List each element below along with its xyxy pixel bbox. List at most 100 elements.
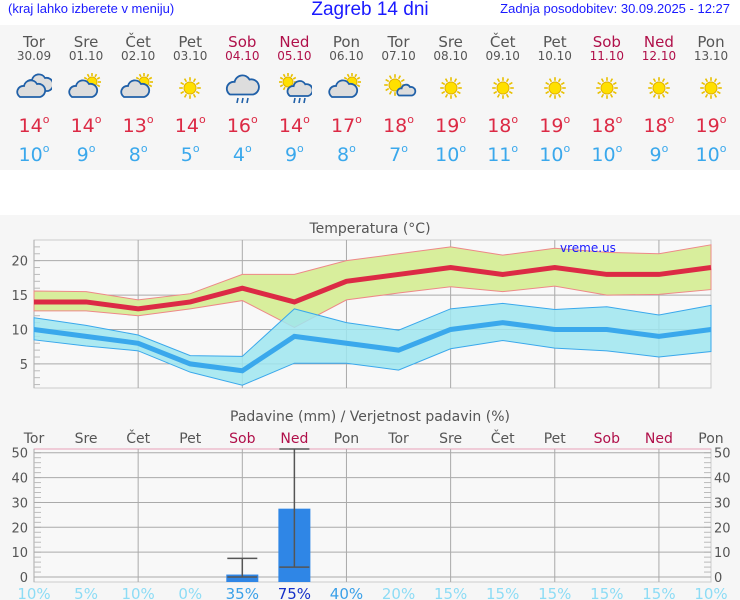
- y-tick-label-right: 20: [714, 521, 731, 536]
- max-temp: 14o: [70, 113, 102, 137]
- partly-cloudy-icon: [68, 71, 104, 105]
- precip-bar: [226, 574, 259, 582]
- chart-title: Temperatura (°C): [308, 221, 430, 237]
- max-temp: 18o: [591, 113, 623, 137]
- sun-icon: [693, 71, 729, 105]
- min-temp: 9o: [649, 142, 669, 166]
- x-day-label: Tor: [387, 431, 409, 447]
- min-temp: 8o: [128, 142, 148, 166]
- day-date: 30.09: [16, 49, 52, 63]
- y-tick-label-right: 30: [714, 496, 731, 511]
- sun-icon: [641, 71, 677, 105]
- min-temp-line: [33, 320, 712, 374]
- day-name: Čet: [489, 33, 516, 51]
- min-temp: 10o: [695, 142, 727, 166]
- y-tick-label-left: 40: [11, 472, 28, 487]
- day-name: Pon: [697, 33, 725, 51]
- max-temp: 17o: [330, 113, 362, 137]
- day-date: 01.10: [68, 49, 104, 63]
- min-temp: 9o: [76, 142, 96, 166]
- y-tick-label: 20: [11, 255, 28, 270]
- sun-icon: [433, 71, 469, 105]
- day-date: 08.10: [433, 49, 468, 63]
- precip-probability: 75%: [278, 585, 311, 600]
- cloudy-icon: [16, 71, 55, 105]
- day-date: 09.10: [485, 49, 520, 63]
- day-name: Sre: [73, 33, 99, 51]
- x-day-label: Čet: [126, 429, 150, 447]
- precip-probability: 5%: [74, 585, 98, 600]
- min-temp: 9o: [284, 142, 304, 166]
- day-name: Ned: [643, 33, 674, 51]
- precip-probability: 35%: [226, 585, 259, 600]
- max-temp: 18o: [487, 113, 519, 137]
- day-date: 13.10: [693, 49, 729, 63]
- x-day-label: Sob: [594, 431, 620, 447]
- y-tick-label-left: 50: [11, 447, 28, 462]
- y-tick-label-right: 50: [714, 447, 731, 462]
- sun-icon: [537, 71, 573, 105]
- precip-probability: 10%: [121, 585, 154, 600]
- day-date: 07.10: [381, 49, 416, 63]
- precip-probability: 40%: [330, 585, 363, 600]
- day-name: Sre: [438, 33, 463, 51]
- day-name: Sob: [228, 33, 257, 51]
- min-temp: 10o: [539, 142, 571, 166]
- day-name: Pet: [178, 33, 203, 51]
- x-day-label: Ned: [645, 431, 673, 447]
- sun-icon: [172, 71, 208, 105]
- day-date: 12.10: [641, 49, 677, 63]
- sun-small-cloud-icon: [381, 71, 417, 105]
- day-date: 11.10: [589, 49, 625, 63]
- y-tick-label-right: 40: [714, 472, 731, 487]
- day-date: 05.10: [277, 49, 312, 63]
- sun-cloud-rain-icon: [276, 71, 314, 105]
- partly-cloudy-icon: [328, 71, 364, 105]
- plot-area: [33, 448, 712, 583]
- header: (kraj lahko izberete v meniju) Zagreb 14…: [0, 0, 740, 24]
- precip-probability: 15%: [434, 585, 467, 600]
- max-temp: 14o: [18, 113, 50, 137]
- day-name: Tor: [23, 33, 45, 51]
- x-day-label: Sre: [75, 431, 98, 447]
- location-hint: (kraj lahko izberete v meniju): [8, 1, 175, 16]
- sun-icon: [589, 71, 625, 105]
- x-day-label: Tor: [23, 431, 45, 447]
- max-temp: 19o: [539, 113, 571, 137]
- day-name: Čet: [125, 33, 151, 51]
- day-name: Pet: [542, 33, 567, 51]
- day-name: Tor: [387, 33, 410, 51]
- y-tick-label: 10: [11, 323, 28, 338]
- page-title: Zagreb 14 dni: [311, 0, 429, 20]
- y-tick-label-left: 20: [11, 521, 28, 536]
- max-temp: 13o: [122, 113, 154, 137]
- precip-probability: 10%: [17, 585, 50, 600]
- temperature-chart: Temperatura (°C) 5 10 15 20 vreme.us: [11, 221, 712, 389]
- max-temp: 19o: [435, 113, 467, 137]
- day-name: Pon: [332, 33, 361, 51]
- day-date: 06.10: [329, 49, 364, 63]
- precipitation-chart: Padavine (mm) / Verjetnost padavin (%) To…: [11, 409, 731, 600]
- min-temp: 4o: [232, 142, 252, 166]
- max-temp: 16o: [226, 113, 258, 137]
- x-day-label: Ned: [280, 431, 308, 447]
- x-day-label: Pet: [179, 431, 202, 447]
- daily-forecast-strip: Tor 30.09 14o 10o Sre 01.10 14o 9o Čet 02.…: [0, 25, 740, 170]
- x-day-label: Sre: [439, 431, 462, 447]
- min-temp: 5o: [180, 142, 200, 166]
- min-temp: 8o: [337, 142, 356, 166]
- max-temp-band: [33, 244, 712, 328]
- y-tick-label-right: 10: [714, 546, 731, 561]
- day-date: 03.10: [173, 49, 208, 63]
- chart-title: Padavine (mm) / Verjetnost padavin (%): [230, 409, 510, 425]
- y-tick-label-right: 0: [714, 571, 722, 586]
- min-temp: 10o: [591, 142, 623, 166]
- y-tick-label: 5: [20, 358, 28, 373]
- min-temp: 10o: [18, 142, 50, 166]
- day-name: Sob: [592, 33, 621, 51]
- precip-probability: 15%: [590, 585, 623, 600]
- cloud-rain-icon: [224, 71, 261, 105]
- max-temp: 19o: [695, 113, 727, 137]
- precip-probability: 20%: [382, 585, 415, 600]
- day-date: 02.10: [120, 49, 156, 63]
